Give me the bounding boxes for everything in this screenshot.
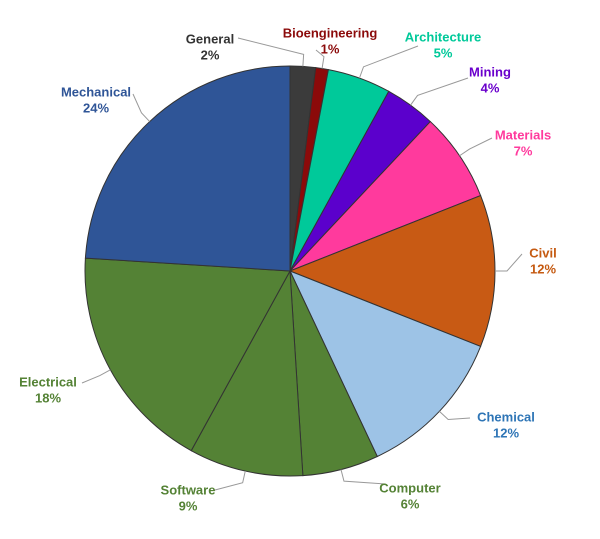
slice-label: Bioengineering — [283, 25, 378, 40]
leader-line — [495, 253, 523, 272]
slice-label: Computer — [379, 480, 440, 495]
leader-line — [410, 77, 469, 106]
slice-value-label: 6% — [401, 496, 420, 511]
slice-label: Software — [161, 482, 216, 497]
slice-label: Civil — [529, 245, 556, 260]
slice-label: Chemical — [477, 409, 535, 424]
slice-label: Electrical — [19, 374, 77, 389]
slice-value-label: 4% — [481, 80, 500, 95]
leader-line — [132, 93, 151, 122]
slice-label: Materials — [495, 127, 551, 142]
leader-line — [81, 369, 111, 384]
leader-line — [340, 469, 386, 485]
leader-line — [459, 137, 493, 157]
slice-label: General — [186, 31, 234, 46]
pie-slice — [289, 270, 482, 458]
slice-value-label: 1% — [321, 41, 340, 56]
slice-value-label: 5% — [434, 45, 453, 60]
leader-line — [439, 410, 471, 421]
leader-line — [237, 37, 305, 67]
slice-value-label: 12% — [530, 261, 556, 276]
leader-line — [315, 49, 325, 69]
pie-slice — [190, 269, 304, 477]
pie-slice — [288, 194, 496, 348]
slice-value-label: 9% — [179, 498, 198, 513]
slice-value-label: 24% — [83, 100, 109, 115]
slice-label: Architecture — [405, 29, 482, 44]
slice-value-label: 2% — [201, 47, 220, 62]
slice-value-label: 7% — [514, 143, 533, 158]
slice-value-label: 12% — [493, 425, 519, 440]
leader-line — [358, 45, 419, 79]
slice-value-label: 18% — [35, 390, 61, 405]
leader-line — [214, 470, 246, 491]
slice-label: Mining — [469, 64, 511, 79]
slice-label: Mechanical — [61, 84, 131, 99]
